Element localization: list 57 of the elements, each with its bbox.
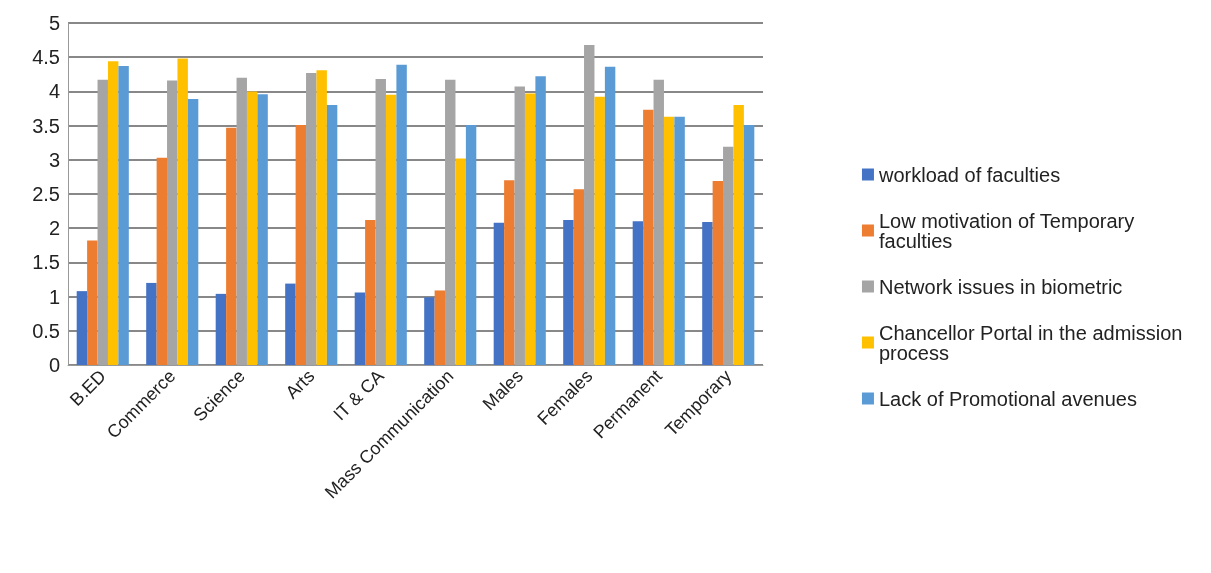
legend-label: Network issues in biometric: [878, 275, 1123, 298]
bar: [465, 124, 477, 365]
bar: [643, 109, 654, 365]
y-tick-label: 4: [48, 80, 60, 103]
bar: [743, 124, 755, 365]
bar: [396, 64, 407, 365]
bar: [76, 291, 88, 365]
bar: [663, 116, 675, 365]
bar: [712, 181, 724, 365]
bar: [226, 127, 237, 365]
x-tick-label: Arts: [281, 365, 319, 403]
y-tick-label: 0: [48, 354, 60, 376]
bar: [455, 158, 466, 365]
bar: [285, 283, 296, 365]
legend-label: Low motivation of Temporary faculties: [878, 209, 1140, 252]
bar: [493, 222, 505, 365]
bar: [632, 221, 644, 365]
bar: [604, 66, 616, 365]
bar: [295, 124, 307, 365]
bar: [524, 93, 536, 365]
y-tick-label: 3.5: [32, 114, 60, 137]
y-tick-label: 1: [48, 285, 60, 308]
bar: [424, 297, 435, 365]
bar: [354, 292, 366, 365]
legend-label: workload of faculties: [877, 163, 1061, 186]
y-tick-label: 5: [48, 12, 60, 34]
bar: [118, 66, 129, 365]
bar: [702, 222, 713, 365]
bar: [257, 94, 268, 365]
bar: [187, 98, 199, 365]
bar: [434, 290, 446, 365]
bar: [733, 105, 744, 365]
bar: [365, 219, 376, 365]
bar: [246, 91, 258, 365]
bar: [385, 94, 397, 365]
y-tick-label: 1.5: [32, 251, 60, 274]
y-tick-label: 2: [48, 217, 60, 240]
bar: [326, 105, 338, 365]
bar: [573, 189, 585, 365]
legend-label: Lack of Promotional avenues: [878, 387, 1137, 410]
legend-label: Chancellor Portal in the admission process: [878, 321, 1188, 364]
bar: [504, 180, 515, 365]
bar: [146, 282, 157, 365]
y-tick-label: 0.5: [32, 319, 60, 342]
bar: [563, 219, 574, 365]
bar: [316, 70, 327, 365]
bar: [177, 58, 188, 365]
bar: [87, 240, 98, 365]
bar: [535, 76, 546, 365]
bar: [215, 293, 227, 365]
bar: [594, 96, 605, 365]
bar: [107, 61, 119, 365]
bar: [674, 116, 685, 365]
y-tick-label: 4.5: [32, 46, 60, 69]
y-tick-label: 3: [48, 148, 60, 171]
y-tick-label: 2.5: [32, 183, 60, 205]
bar: [156, 157, 168, 365]
